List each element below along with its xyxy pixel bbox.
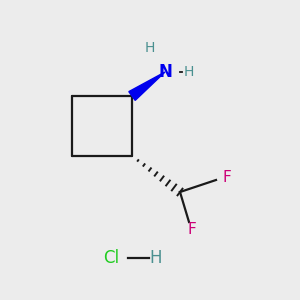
- Text: F: F: [188, 222, 196, 237]
- Text: F: F: [222, 169, 231, 184]
- Text: H: H: [145, 41, 155, 55]
- Text: H: H: [150, 249, 162, 267]
- Text: Cl: Cl: [103, 249, 119, 267]
- Text: N: N: [158, 63, 172, 81]
- Polygon shape: [129, 72, 165, 100]
- Text: H: H: [184, 65, 194, 79]
